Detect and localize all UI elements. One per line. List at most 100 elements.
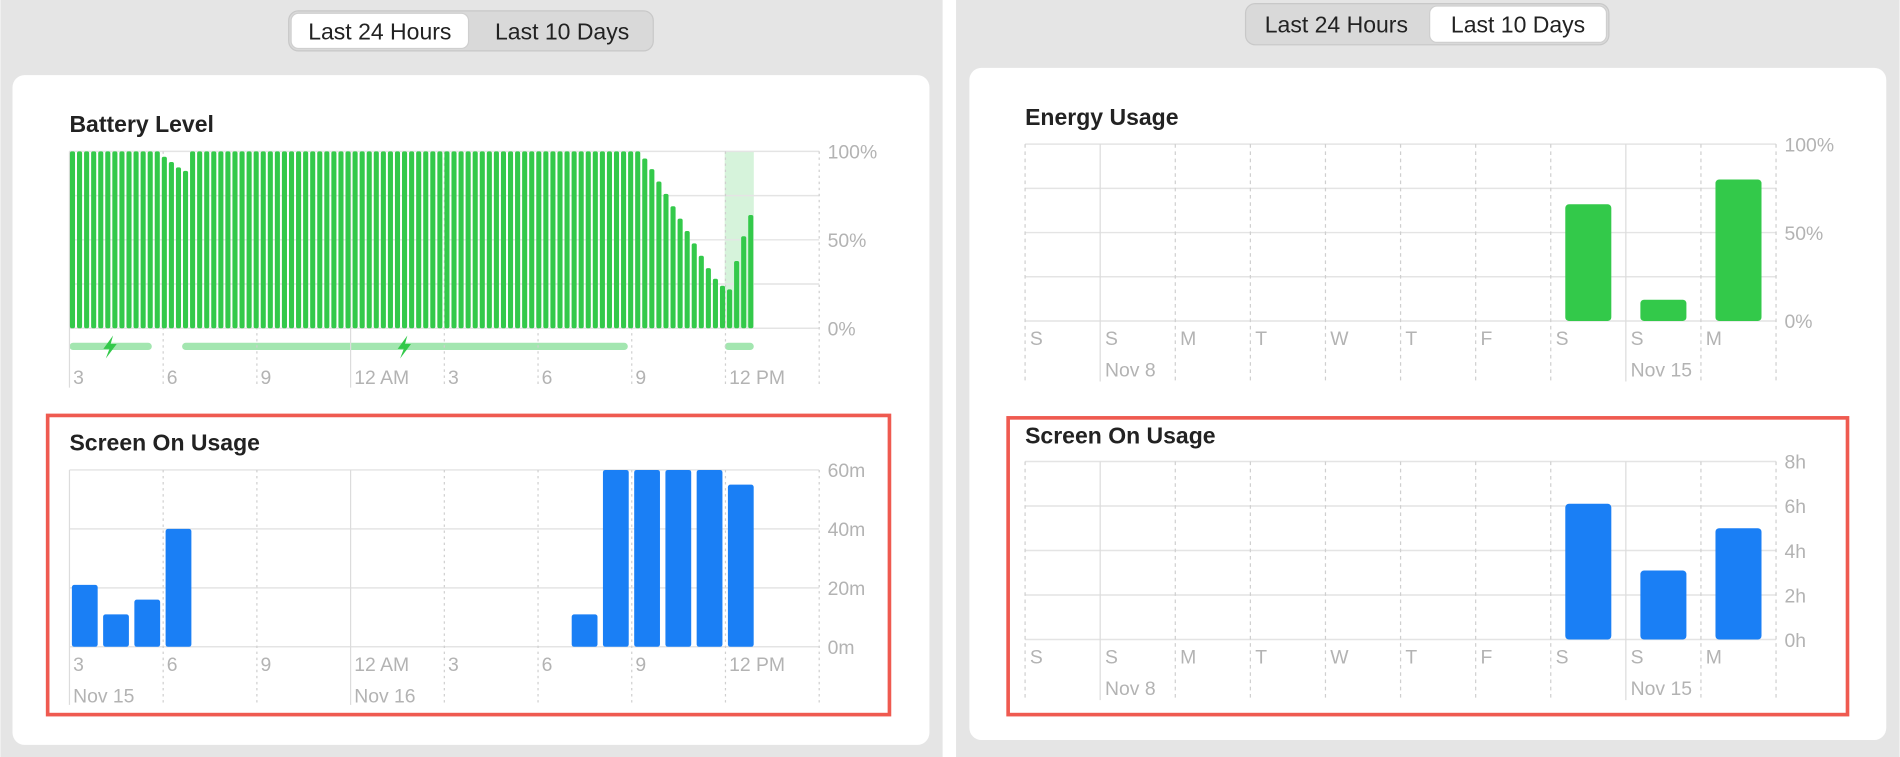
bar — [84, 151, 90, 329]
bar — [165, 528, 192, 647]
bar — [69, 151, 76, 329]
divider — [942, 0, 957, 757]
date-label: Nov 15 — [73, 685, 134, 707]
y-tick-label: 4h — [1785, 541, 1807, 563]
x-tick-label: 6 — [167, 654, 178, 676]
bar — [267, 151, 273, 329]
bar — [423, 151, 429, 329]
bar — [103, 614, 129, 647]
highlight-box — [1006, 416, 1850, 717]
chart-title: Screen On Usage — [1025, 422, 1215, 448]
bar — [493, 151, 499, 329]
bar — [387, 151, 393, 329]
bar — [253, 151, 259, 329]
bar — [599, 151, 605, 329]
bar — [557, 151, 563, 329]
tab-button[interactable]: Last 10 Days — [1451, 12, 1585, 38]
bar — [331, 151, 337, 329]
bar — [748, 215, 754, 329]
bar — [734, 261, 740, 329]
bar — [288, 151, 295, 329]
bar — [727, 289, 733, 329]
x-tick-label: S — [1631, 647, 1644, 669]
bar — [161, 156, 167, 329]
x-tick-label: 12 PM — [729, 367, 785, 389]
x-tick-label: 9 — [635, 654, 646, 676]
x-tick-label: 3 — [73, 654, 84, 676]
tab-button[interactable]: Last 24 Hours — [308, 18, 451, 44]
bar — [394, 151, 401, 329]
y-tick-label: 6h — [1785, 496, 1807, 518]
bar — [324, 151, 330, 329]
bar — [670, 206, 676, 329]
y-tick-label: 20m — [828, 578, 866, 600]
bar — [133, 151, 139, 329]
bar — [119, 151, 125, 329]
bar — [1640, 570, 1687, 640]
x-tick-label: 9 — [261, 367, 272, 389]
bar — [437, 151, 443, 329]
charging-strip — [724, 342, 754, 351]
date-label: Nov 15 — [1631, 360, 1692, 382]
bar — [741, 236, 747, 329]
bar — [602, 469, 629, 647]
bar — [154, 151, 160, 329]
bar — [296, 151, 302, 329]
bar — [663, 193, 669, 329]
charging-bolt — [397, 335, 412, 359]
y-tick-label: 8h — [1785, 452, 1807, 474]
chart-title: Battery Level — [69, 111, 213, 137]
bar — [529, 151, 535, 329]
bar — [665, 469, 692, 647]
x-tick-label: T — [1255, 328, 1267, 350]
x-tick-label: S — [1631, 328, 1644, 350]
x-tick-label: 6 — [167, 367, 178, 389]
y-tick-label: 0% — [1785, 311, 1813, 333]
x-tick-label: M — [1180, 647, 1196, 669]
y-tick-label: 0% — [828, 319, 856, 341]
x-tick-label: M — [1180, 328, 1196, 350]
highlight-box — [45, 413, 892, 717]
x-tick-label: S — [1105, 328, 1118, 350]
y-tick-label: 0h — [1785, 630, 1807, 652]
bar — [338, 151, 344, 329]
chart-title: Screen On Usage — [69, 430, 259, 456]
bar — [373, 151, 379, 329]
bar — [592, 151, 598, 329]
date-label: Nov 15 — [1631, 678, 1692, 700]
x-tick-label: 3 — [73, 367, 84, 389]
bar — [571, 151, 577, 329]
bar — [465, 151, 471, 329]
date-label: Nov 8 — [1105, 360, 1156, 382]
x-tick-label: S — [1556, 647, 1569, 669]
tab-button[interactable]: Last 10 Days — [495, 18, 629, 44]
bar — [479, 151, 485, 329]
bar — [472, 151, 478, 329]
x-tick-label: S — [1030, 328, 1043, 350]
bar — [190, 151, 196, 329]
tab-selected — [290, 12, 470, 50]
bar — [211, 151, 217, 329]
bar — [317, 151, 323, 329]
bar — [225, 151, 231, 329]
bar — [500, 151, 507, 329]
bar — [430, 151, 436, 329]
bar — [218, 151, 224, 329]
bar — [112, 151, 118, 329]
tab-button[interactable]: Last 24 Hours — [1265, 12, 1408, 38]
bar — [578, 151, 584, 329]
bar — [649, 169, 655, 329]
bar — [402, 151, 408, 329]
x-tick-label: T — [1405, 328, 1417, 350]
bar — [98, 151, 104, 329]
x-tick-label: 3 — [448, 654, 459, 676]
x-tick-label: 12 AM — [354, 367, 409, 389]
bar — [168, 162, 174, 329]
bar — [416, 151, 422, 329]
x-tick-label: W — [1330, 328, 1349, 350]
bar — [134, 599, 161, 647]
x-tick-label: S — [1105, 647, 1118, 669]
bar — [380, 151, 386, 329]
x-tick-label: F — [1481, 647, 1493, 669]
bar — [635, 151, 641, 329]
